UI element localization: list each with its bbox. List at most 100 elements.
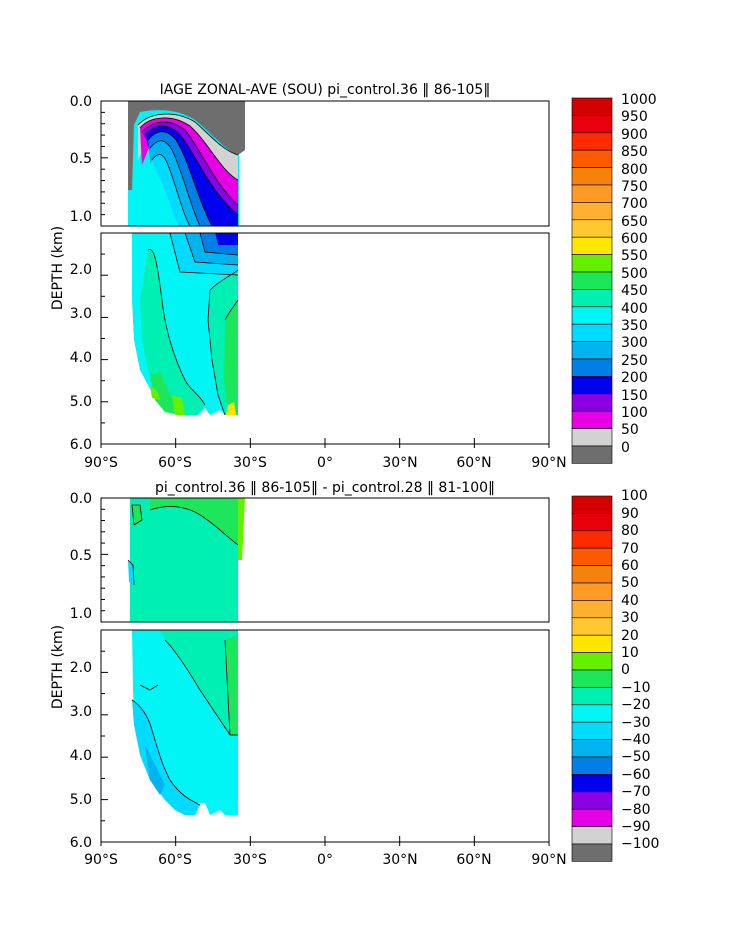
colorbar-label: 70 xyxy=(621,541,639,557)
y-tick-label: 5.0 xyxy=(70,792,92,808)
panel-age-ticks xyxy=(100,100,550,448)
colorbar-label: 0 xyxy=(621,662,630,678)
colorbar-label: 1000 xyxy=(621,92,657,108)
colorbar-swatch xyxy=(571,115,613,134)
colorbar-swatch xyxy=(571,167,613,186)
colorbar-label: 700 xyxy=(621,196,648,212)
y-tick-label: 1.0 xyxy=(70,209,92,225)
colorbar-swatch xyxy=(571,495,613,514)
y-tick-label: 5.0 xyxy=(70,394,92,410)
y-tick-label: 6.0 xyxy=(70,437,92,453)
colorbar-swatch xyxy=(571,565,613,584)
x-tick-label: 60°S xyxy=(158,455,192,471)
colorbar-label: 150 xyxy=(621,388,648,404)
x-tick-label: 90°S xyxy=(84,852,118,868)
colorbar-swatch xyxy=(571,687,613,706)
panel-age-ylabel: DEPTH (km) xyxy=(50,226,66,310)
x-tick-label: 0° xyxy=(317,852,333,868)
colorbar-swatch xyxy=(571,600,613,619)
colorbar-label: 30 xyxy=(621,610,639,626)
panel-age: IAGE ZONAL-AVE (SOU) pi_control.36 ‖ 86-… xyxy=(50,82,657,471)
panel-age-colorbar-labels: 1000 950 900 850 800 750 700 650 600 550… xyxy=(621,92,657,456)
colorbar-label: −20 xyxy=(621,697,651,713)
colorbar-swatch xyxy=(571,791,613,810)
colorbar-swatch xyxy=(571,132,613,151)
colorbar-swatch xyxy=(571,445,613,464)
panel-diff-upper-field xyxy=(128,498,245,622)
colorbar-swatch xyxy=(571,219,613,238)
panel-diff-colorbar xyxy=(571,495,613,862)
panel-diff-upper-frame xyxy=(100,497,550,623)
colorbar-swatch xyxy=(571,184,613,203)
panel-diff-colorbar-labels: 100 90 80 70 60 50 40 30 20 10 0 −10 −20… xyxy=(621,488,659,852)
colorbar-label: −90 xyxy=(621,819,651,835)
colorbar-label: 600 xyxy=(621,231,648,247)
colorbar-swatch xyxy=(571,634,613,653)
colorbar-label: −60 xyxy=(621,767,651,783)
colorbar-swatch xyxy=(571,289,613,308)
colorbar-swatch xyxy=(571,530,613,549)
y-tick-label: 0.5 xyxy=(70,548,92,564)
colorbar-label: 10 xyxy=(621,645,639,661)
x-tick-label: 30°S xyxy=(233,852,267,868)
colorbar-swatch xyxy=(571,721,613,740)
colorbar-swatch xyxy=(571,376,613,395)
colorbar-label: 950 xyxy=(621,109,648,125)
colorbar-label: −50 xyxy=(621,749,651,765)
panel-diff-contours xyxy=(127,504,239,806)
x-tick-label: 30°S xyxy=(233,455,267,471)
x-tick-label: 30°N xyxy=(382,455,417,471)
colorbar-swatch xyxy=(571,826,613,845)
colorbar-label: 450 xyxy=(621,283,648,299)
colorbar-label: 250 xyxy=(621,353,648,369)
x-tick-label: 90°N xyxy=(531,455,566,471)
colorbar-label: 750 xyxy=(621,179,648,195)
colorbar-swatch xyxy=(571,652,613,671)
colorbar-label: −40 xyxy=(621,732,651,748)
y-tick-label: 2.0 xyxy=(70,262,92,278)
colorbar-label: 20 xyxy=(621,628,639,644)
colorbar-label: 300 xyxy=(621,335,648,351)
colorbar-label: 800 xyxy=(621,162,648,178)
colorbar-swatch xyxy=(571,410,613,429)
colorbar-label: −70 xyxy=(621,784,651,800)
colorbar-swatch xyxy=(571,393,613,412)
colorbar-swatch xyxy=(571,756,613,775)
panel-age-title: IAGE ZONAL-AVE (SOU) pi_control.36 ‖ 86-… xyxy=(160,82,491,98)
y-tick-label: 2.0 xyxy=(70,660,92,676)
x-tick-label: 60°N xyxy=(456,852,491,868)
colorbar-swatch xyxy=(571,202,613,221)
colorbar-label: 0 xyxy=(621,440,630,456)
colorbar-swatch xyxy=(571,669,613,688)
colorbar-label: 850 xyxy=(621,144,648,160)
colorbar-label: 650 xyxy=(621,214,648,230)
colorbar-swatch xyxy=(571,582,613,601)
colorbar-label: 50 xyxy=(621,422,639,438)
colorbar-swatch xyxy=(571,358,613,377)
colorbar-label: 80 xyxy=(621,523,639,539)
panel-age-lower-field xyxy=(132,233,238,415)
y-tick-label: 6.0 xyxy=(70,835,92,851)
y-tick-label: 1.0 xyxy=(70,606,92,622)
panel-diff-lower-field xyxy=(132,630,238,815)
colorbar-swatch xyxy=(571,704,613,723)
colorbar-swatch xyxy=(571,341,613,360)
x-tick-label: 90°S xyxy=(84,455,118,471)
y-tick-label: 4.0 xyxy=(70,748,92,764)
colorbar-swatch xyxy=(571,808,613,827)
colorbar-swatch xyxy=(571,843,613,862)
y-tick-label: 0.0 xyxy=(70,491,92,507)
colorbar-swatch xyxy=(571,617,613,636)
colorbar-swatch xyxy=(571,739,613,758)
panel-age-upper-field xyxy=(128,101,245,226)
y-tick-label: 0.0 xyxy=(70,94,92,110)
y-tick-label: 0.5 xyxy=(70,151,92,167)
colorbar-swatch xyxy=(571,547,613,566)
colorbar-swatch xyxy=(571,271,613,290)
colorbar-label: 90 xyxy=(621,506,639,522)
colorbar-label: 350 xyxy=(621,318,648,334)
colorbar-swatch xyxy=(571,323,613,342)
colorbar-swatch xyxy=(571,149,613,168)
x-tick-label: 90°N xyxy=(531,852,566,868)
